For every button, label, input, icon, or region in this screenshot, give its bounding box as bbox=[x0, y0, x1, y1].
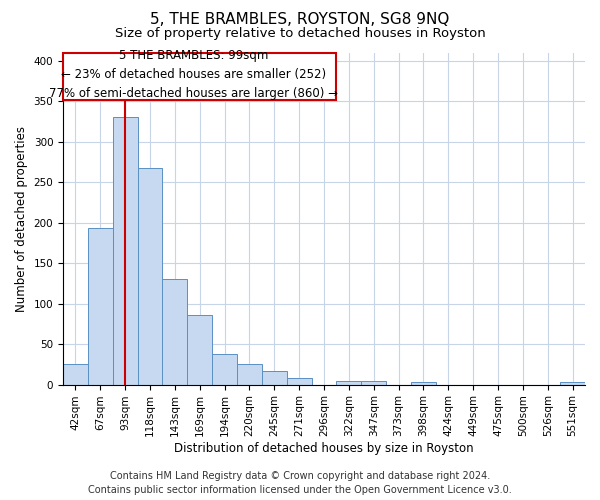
Y-axis label: Number of detached properties: Number of detached properties bbox=[15, 126, 28, 312]
Text: 5, THE BRAMBLES, ROYSTON, SG8 9NQ: 5, THE BRAMBLES, ROYSTON, SG8 9NQ bbox=[151, 12, 449, 28]
Bar bbox=[361, 382, 386, 384]
Bar bbox=[113, 118, 137, 384]
Bar bbox=[337, 380, 361, 384]
Bar bbox=[137, 168, 163, 384]
Bar bbox=[163, 280, 187, 384]
Bar bbox=[262, 371, 287, 384]
Bar bbox=[237, 364, 262, 384]
Bar bbox=[287, 378, 311, 384]
Bar bbox=[560, 382, 585, 384]
Bar bbox=[212, 354, 237, 384]
Bar bbox=[63, 364, 88, 384]
Bar bbox=[187, 315, 212, 384]
Bar bbox=[88, 228, 113, 384]
Text: Size of property relative to detached houses in Royston: Size of property relative to detached ho… bbox=[115, 28, 485, 40]
Text: 5 THE BRAMBLES: 99sqm
← 23% of detached houses are smaller (252)
77% of semi-det: 5 THE BRAMBLES: 99sqm ← 23% of detached … bbox=[49, 49, 338, 100]
Text: Contains HM Land Registry data © Crown copyright and database right 2024.
Contai: Contains HM Land Registry data © Crown c… bbox=[88, 471, 512, 495]
Bar bbox=[411, 382, 436, 384]
X-axis label: Distribution of detached houses by size in Royston: Distribution of detached houses by size … bbox=[174, 442, 474, 455]
Bar bbox=[63, 52, 337, 100]
